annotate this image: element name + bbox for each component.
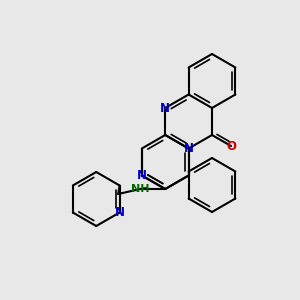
Text: N: N	[160, 101, 170, 115]
Text: NH: NH	[131, 184, 149, 194]
Text: O: O	[226, 140, 236, 152]
Text: N: N	[137, 169, 147, 182]
Text: N: N	[184, 142, 194, 155]
Text: N: N	[115, 206, 124, 219]
